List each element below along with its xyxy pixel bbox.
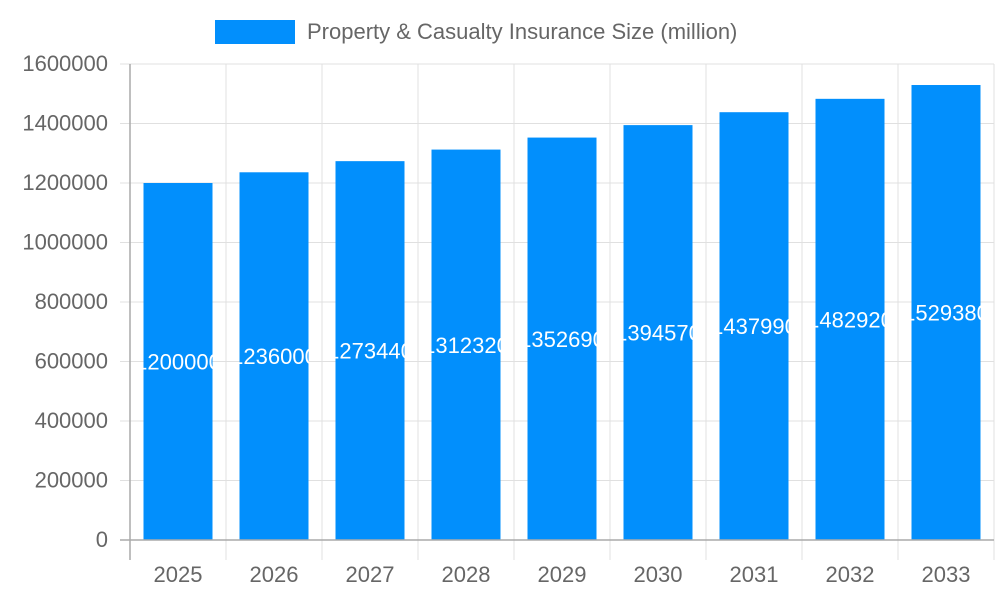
y-tick-label: 1200000 (22, 170, 108, 195)
data-label: 1236000 (231, 344, 317, 369)
x-tick-label: 2031 (730, 562, 779, 587)
bar-2029[interactable] (527, 137, 597, 541)
bar-2025[interactable] (143, 183, 213, 540)
data-label: 1437990 (711, 314, 797, 339)
bar-2026[interactable] (239, 172, 309, 541)
legend-label: Property & Casualty Insurance Size (mill… (307, 19, 737, 44)
data-label: 1394570 (615, 321, 701, 346)
y-tick-label: 0 (96, 527, 108, 552)
bar-2032[interactable] (815, 98, 885, 540)
x-tick-label: 2025 (154, 562, 203, 587)
x-tick-label: 2032 (826, 562, 875, 587)
bar-2028[interactable] (431, 149, 501, 541)
x-tick-label: 2026 (250, 562, 299, 587)
y-tick-label: 1000000 (22, 230, 108, 255)
y-tick-label: 400000 (35, 408, 108, 433)
bar-2031[interactable] (719, 112, 789, 541)
data-label: 1482920 (807, 307, 893, 332)
data-label: 1273440 (327, 339, 413, 364)
legend[interactable]: Property & Casualty Insurance Size (mill… (215, 19, 737, 44)
y-tick-label: 1400000 (22, 111, 108, 136)
x-tick-label: 2033 (922, 562, 971, 587)
bar-2033[interactable] (911, 85, 981, 540)
data-label: 1200000 (135, 350, 221, 375)
y-tick-label: 600000 (35, 349, 108, 374)
legend-swatch (215, 20, 295, 44)
data-label: 1529380 (903, 301, 989, 326)
y-tick-label: 200000 (35, 468, 108, 493)
y-tick-label: 1600000 (22, 51, 108, 76)
x-tick-label: 2030 (634, 562, 683, 587)
data-label: 1352690 (519, 327, 605, 352)
data-label: 1312320 (423, 333, 509, 358)
bar-2027[interactable] (335, 161, 405, 540)
bar-2030[interactable] (623, 125, 693, 541)
x-tick-label: 2028 (442, 562, 491, 587)
x-tick-label: 2027 (346, 562, 395, 587)
x-tick-label: 2029 (538, 562, 587, 587)
y-tick-label: 800000 (35, 289, 108, 314)
